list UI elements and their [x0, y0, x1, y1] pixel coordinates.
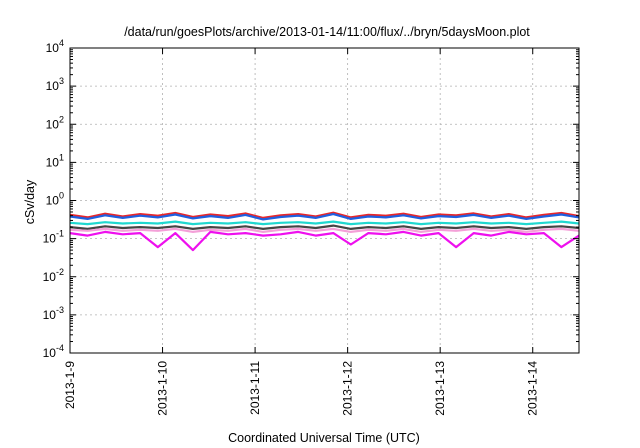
chart-title: /data/run/goesPlots/archive/2013-01-14/1… — [124, 25, 530, 39]
y-tick-label: 101 — [46, 152, 64, 169]
x-axis-label: Coordinated Universal Time (UTC) — [228, 431, 420, 445]
y-tick-label: 103 — [46, 76, 64, 93]
series-line-2 — [69, 213, 580, 221]
x-tick-label: 2013-1-10 — [156, 361, 170, 416]
y-tick-label: 102 — [46, 114, 64, 131]
series-line-3 — [69, 220, 580, 226]
series-layer — [69, 211, 580, 252]
label-layer: 10-4 10-3 10-2 10-1 100 101 102 103 104 2013-1-9 2… — [43, 38, 540, 416]
grid-layer — [69, 48, 579, 353]
series-line-5 — [69, 227, 580, 233]
x-tick-label: 2013-1-13 — [433, 361, 447, 416]
x-tick-label: 2013-1-11 — [248, 361, 262, 415]
tick-layer — [69, 47, 579, 354]
x-tick-label: 2013-1-9 — [63, 361, 77, 409]
series-line-6 — [69, 230, 580, 252]
y-tick-label: 10-4 — [43, 343, 64, 360]
series-line-4 — [69, 224, 580, 230]
y-tick-label: 10-3 — [43, 305, 64, 322]
x-tick-label: 2013-1-14 — [526, 361, 540, 416]
y-tick-label: 10-1 — [43, 229, 64, 246]
y-tick-label: 100 — [46, 191, 64, 208]
y-tick-label: 104 — [46, 38, 64, 55]
y-tick-label: 10-2 — [43, 267, 64, 284]
series-line-1 — [69, 211, 580, 219]
y-axis-label: cSv/day — [23, 179, 37, 224]
x-tick-label: 2013-1-12 — [341, 361, 355, 416]
